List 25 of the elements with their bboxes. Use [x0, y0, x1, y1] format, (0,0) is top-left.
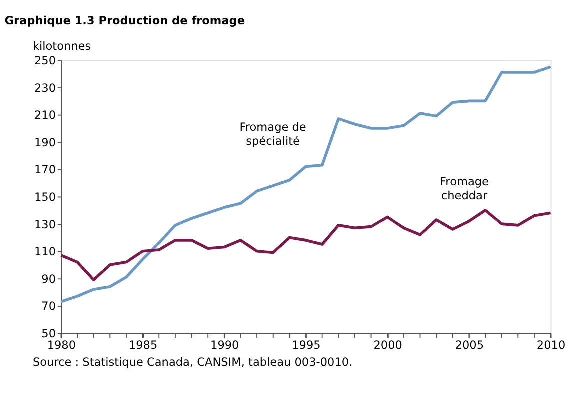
series-label: Fromage cheddar — [440, 176, 490, 203]
x-tick-label: 2005 — [455, 338, 484, 352]
chart-title: Graphique 1.3 Production de fromage — [4, 14, 246, 28]
y-tick-label: 150 — [34, 190, 56, 204]
y-tick-label: 170 — [34, 164, 56, 177]
y-tick-label: 210 — [34, 109, 56, 122]
x-tick-label: 1980 — [47, 338, 76, 352]
x-tick-label: 1995 — [292, 338, 321, 352]
x-tick-label: 1990 — [210, 338, 240, 352]
x-tick-label: 2010 — [536, 338, 566, 352]
line-series — [60, 66, 552, 304]
x-tick-label: 1985 — [128, 338, 158, 352]
y-tick-label: 90 — [42, 272, 56, 286]
source-note: Source : Statistique Canada, CANSIM, tableau 003-0010. — [32, 356, 353, 370]
y-tick-label: 70 — [42, 300, 56, 314]
y-tick-label: 130 — [34, 218, 56, 232]
y-tick-label: 230 — [34, 82, 56, 95]
y-tick-label: 250 — [34, 54, 56, 68]
y-tick-label: 110 — [34, 246, 56, 259]
y-tick-label: 50 — [42, 328, 56, 341]
y-tick-label: 190 — [34, 136, 56, 150]
x-tick-label: 2000 — [374, 338, 402, 352]
y-axis-title: kilotonnes — [32, 40, 92, 53]
line-series — [60, 208, 552, 282]
series-label: Fromage de spécialité — [240, 120, 306, 148]
